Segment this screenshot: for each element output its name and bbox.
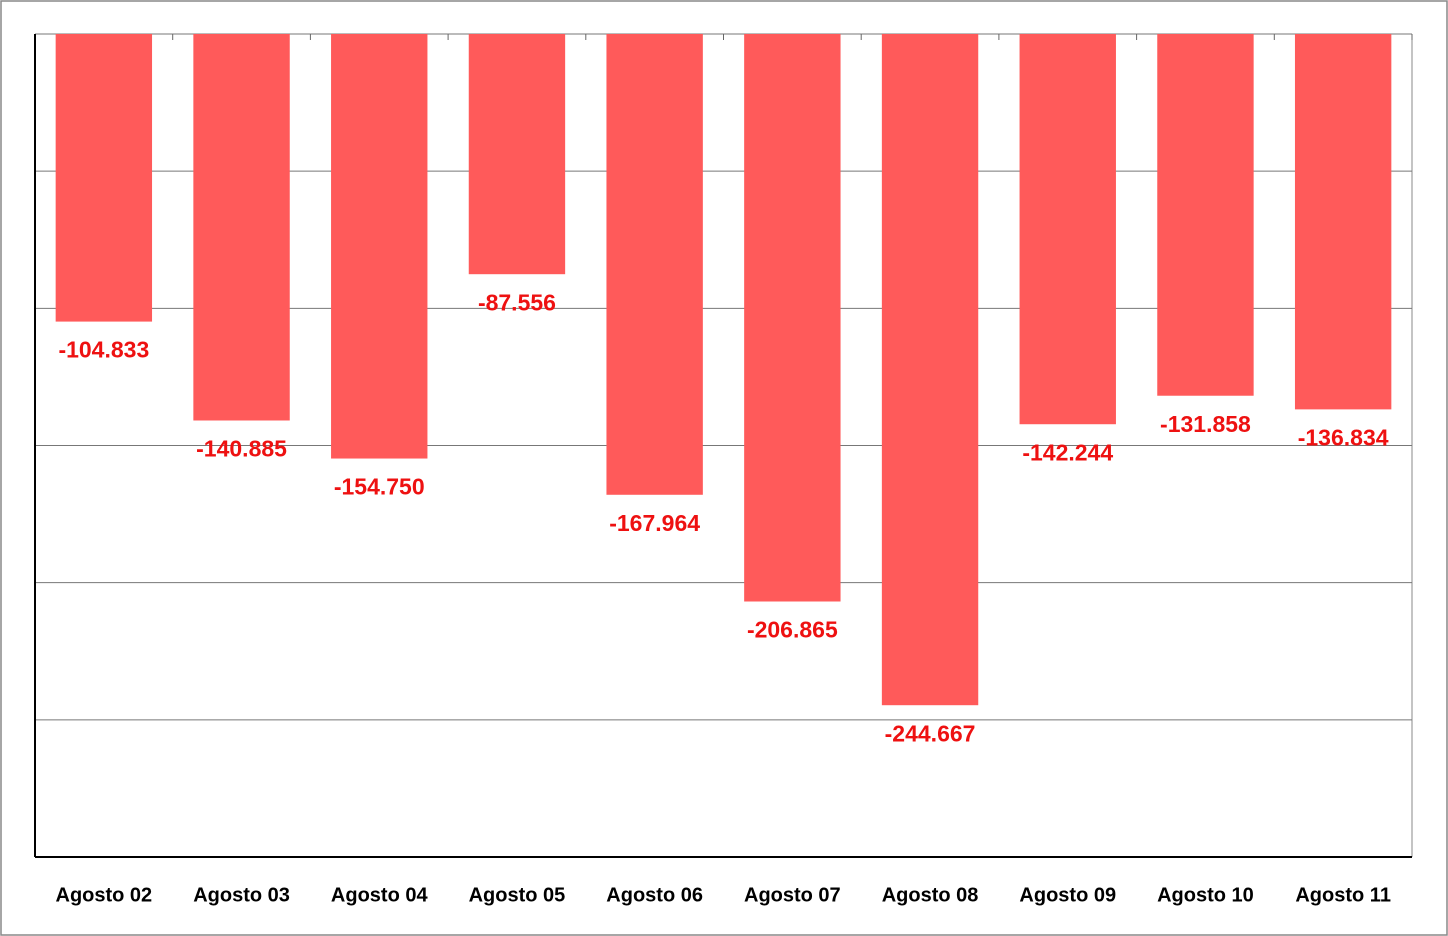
bar bbox=[55, 34, 153, 322]
bar bbox=[1019, 34, 1116, 425]
x-tick-label: Agosto 07 bbox=[744, 884, 841, 906]
x-tick-label: Agosto 10 bbox=[1157, 884, 1254, 906]
bar bbox=[744, 34, 841, 602]
bar bbox=[1294, 34, 1392, 410]
data-label: -167.964 bbox=[609, 510, 700, 536]
data-label: -131.858 bbox=[1160, 411, 1251, 437]
data-label: -140.885 bbox=[196, 436, 287, 462]
bar bbox=[881, 34, 979, 706]
data-label: -154.750 bbox=[334, 474, 425, 500]
bar bbox=[606, 34, 703, 495]
x-tick-label: Agosto 02 bbox=[56, 884, 153, 906]
data-label: -244.667 bbox=[885, 720, 976, 746]
data-label: -104.833 bbox=[58, 337, 149, 363]
x-tick-label: Agosto 06 bbox=[606, 884, 703, 906]
bar bbox=[1157, 34, 1254, 396]
x-tick-label: Agosto 04 bbox=[331, 884, 429, 906]
bar bbox=[468, 34, 566, 275]
x-tick-label: Agosto 08 bbox=[882, 884, 979, 906]
bar bbox=[193, 34, 290, 421]
data-label: -136.834 bbox=[1298, 424, 1389, 450]
x-tick-label: Agosto 11 bbox=[1295, 884, 1391, 906]
x-tick-label: Agosto 09 bbox=[1019, 884, 1116, 906]
x-tick-label: Agosto 05 bbox=[469, 884, 566, 906]
data-label: -206.865 bbox=[747, 617, 838, 643]
x-tick-label: Agosto 03 bbox=[193, 884, 290, 906]
bar bbox=[331, 34, 428, 459]
data-label: -87.556 bbox=[478, 289, 556, 315]
data-label: -142.244 bbox=[1022, 439, 1113, 465]
